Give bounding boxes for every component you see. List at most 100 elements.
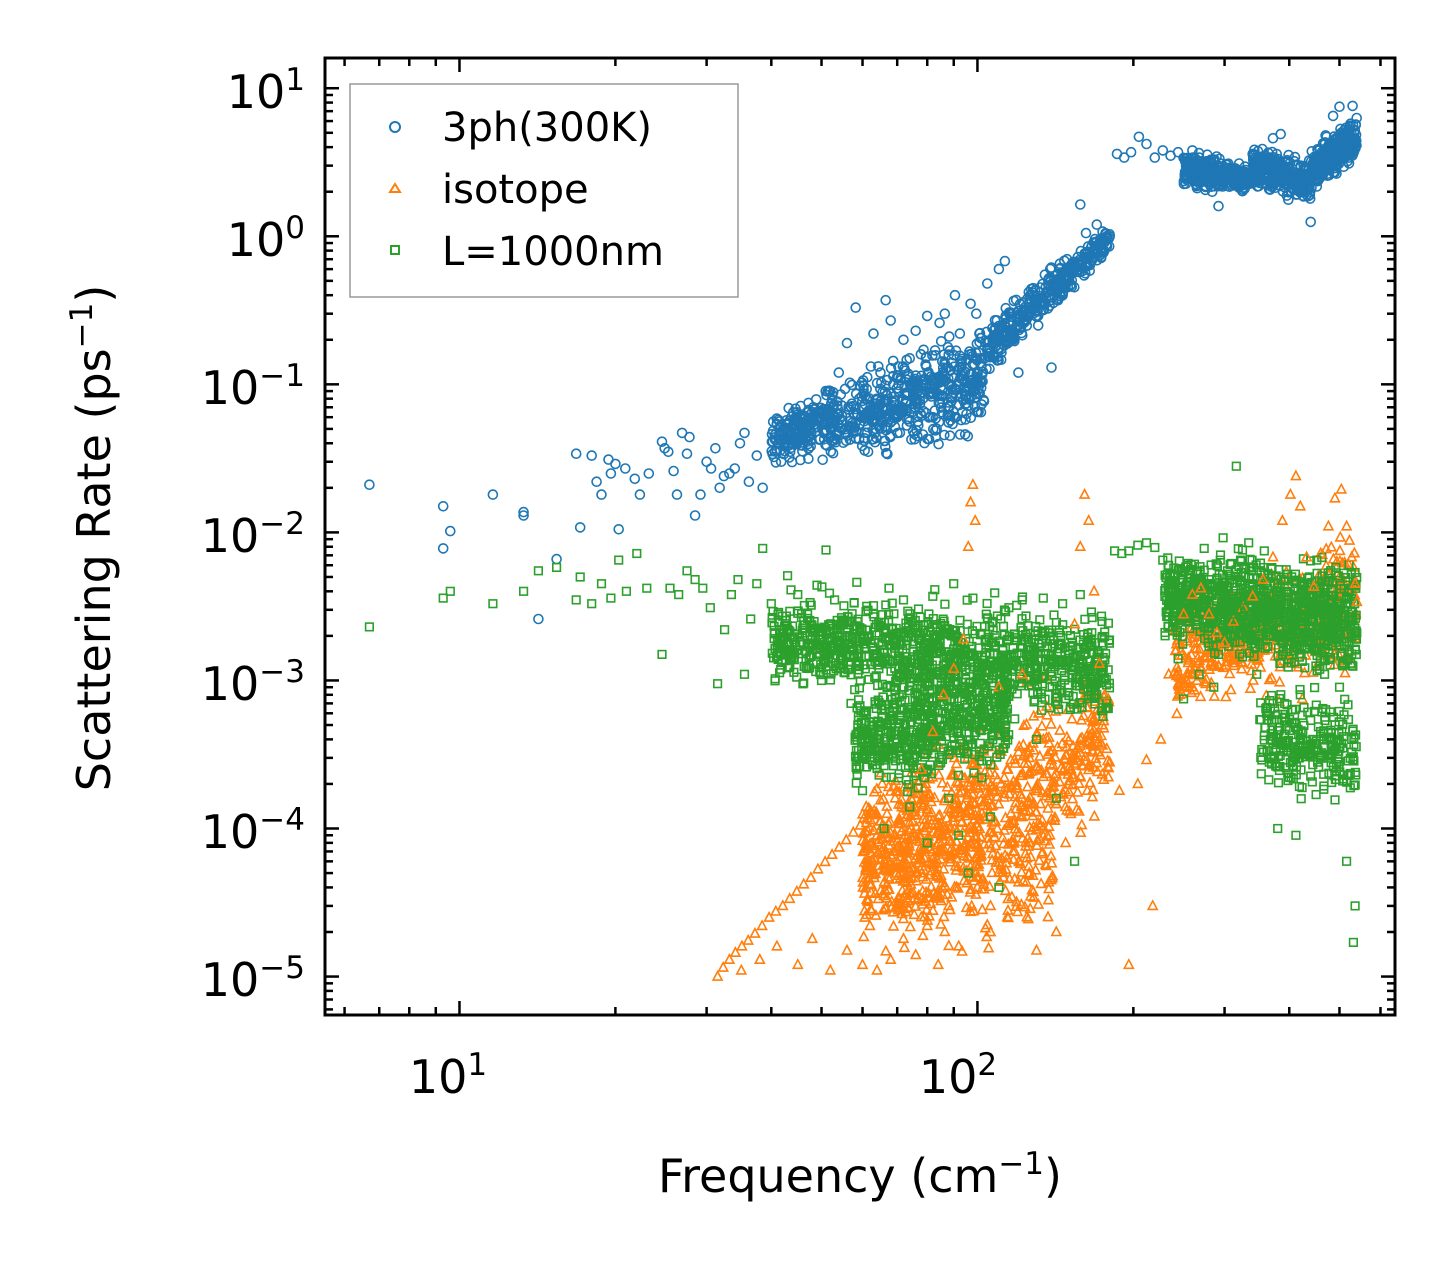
cloud-marker — [1083, 257, 1095, 269]
cloud-marker — [933, 377, 945, 389]
cloud-marker — [1055, 273, 1067, 285]
cloud-marker — [982, 941, 995, 953]
cloud-marker — [982, 350, 993, 362]
cloud-marker — [791, 406, 803, 418]
cloud-marker — [851, 426, 862, 437]
cloud-marker — [1042, 893, 1055, 905]
cloud-3ph300k — [766, 112, 1362, 468]
dense-marker-clouds — [766, 112, 1362, 956]
cloud-marker — [912, 420, 924, 431]
cloud-marker — [940, 599, 950, 609]
cloud-marker — [802, 438, 814, 450]
cloud-marker — [1334, 544, 1346, 556]
cloud-marker — [827, 447, 839, 459]
cloud-marker — [951, 378, 963, 390]
cloud-marker — [955, 615, 965, 625]
cloud-marker — [899, 365, 911, 377]
cloud-marker — [922, 368, 934, 380]
cloud-marker — [930, 349, 941, 361]
cloud-marker — [846, 398, 858, 410]
cloud-marker — [1003, 332, 1015, 344]
cloud-marker — [906, 380, 918, 391]
cloud-marker — [929, 345, 941, 356]
cloud-marker — [950, 835, 963, 847]
cloud-marker — [1023, 286, 1035, 298]
cloud-marker — [785, 421, 796, 433]
cloud-marker — [954, 429, 966, 440]
cloud-marker — [950, 411, 962, 423]
cloud-marker — [974, 328, 985, 339]
cloud-marker — [1009, 323, 1021, 335]
cloud-marker — [1045, 717, 1057, 729]
cloud-marker — [964, 377, 976, 389]
cloud-marker — [826, 435, 838, 447]
cloud-marker — [1053, 293, 1064, 304]
cloud-marker — [828, 399, 839, 411]
cloud-marker — [783, 402, 795, 414]
cloud-marker — [964, 346, 975, 357]
cloud-marker — [927, 423, 939, 435]
cloud-marker — [934, 398, 946, 409]
cloud-marker — [1084, 265, 1095, 277]
cloud-marker — [1171, 707, 1183, 719]
cloud-marker — [904, 416, 915, 427]
cloud-marker — [938, 429, 950, 441]
cloud-marker — [772, 414, 784, 426]
cloud-marker — [1042, 303, 1054, 314]
cloud-marker — [878, 435, 890, 447]
cloud-marker — [975, 382, 987, 394]
cloud-marker — [942, 939, 955, 951]
cloud-marker — [998, 770, 1011, 783]
cloud-marker — [865, 361, 877, 372]
cloud-marker — [1066, 281, 1078, 293]
cloud-marker — [910, 402, 921, 413]
cloud-marker — [962, 430, 974, 442]
cloud-marker — [948, 372, 960, 383]
cloud-marker — [1008, 295, 1020, 307]
cloud-marker — [1225, 683, 1237, 695]
cloud-marker — [1095, 252, 1107, 264]
cloud-marker — [808, 422, 820, 434]
cloud-marker — [1017, 592, 1028, 602]
cloud-marker — [915, 348, 927, 360]
cloud-marker — [834, 413, 846, 425]
cloud-marker — [1208, 689, 1221, 701]
cloud-marker — [984, 363, 995, 375]
cloud-marker — [885, 388, 897, 400]
cloud-marker — [904, 920, 917, 932]
cloud-marker — [944, 401, 955, 413]
cloud-marker — [982, 342, 993, 354]
cloud-marker — [950, 757, 963, 769]
cloud-marker — [1343, 533, 1356, 545]
cloud-marker — [917, 429, 929, 440]
cloud-marker — [881, 421, 892, 433]
cloud-marker — [885, 362, 897, 374]
cloud-marker — [805, 440, 817, 452]
cloud-marker — [1021, 780, 1034, 792]
cloud-marker — [1054, 723, 1066, 735]
cloud-marker — [897, 403, 909, 414]
cloud-marker — [898, 941, 911, 953]
cloud-marker — [1009, 335, 1020, 347]
cloud-marker — [1001, 338, 1013, 349]
cloud-marker — [1334, 530, 1347, 542]
cloud-marker — [971, 352, 983, 364]
cloud-marker — [882, 448, 893, 460]
cloud-marker — [844, 434, 856, 445]
cloud-marker — [1075, 245, 1087, 257]
cloud-marker — [852, 409, 863, 420]
cloud-marker — [824, 413, 835, 425]
cloud-marker — [885, 400, 897, 412]
cloud-marker — [779, 445, 791, 457]
cloud-marker — [861, 427, 873, 439]
cloud-marker — [936, 776, 949, 788]
cloud-marker — [981, 363, 992, 375]
cloud-marker — [887, 355, 899, 367]
cloud-marker — [927, 350, 938, 361]
cloud-marker — [887, 919, 900, 931]
cloud-marker — [844, 377, 856, 389]
cloud-marker — [872, 361, 884, 372]
cloud-marker — [851, 778, 861, 788]
cloud-marker — [771, 413, 783, 424]
cloud-marker — [794, 439, 806, 451]
